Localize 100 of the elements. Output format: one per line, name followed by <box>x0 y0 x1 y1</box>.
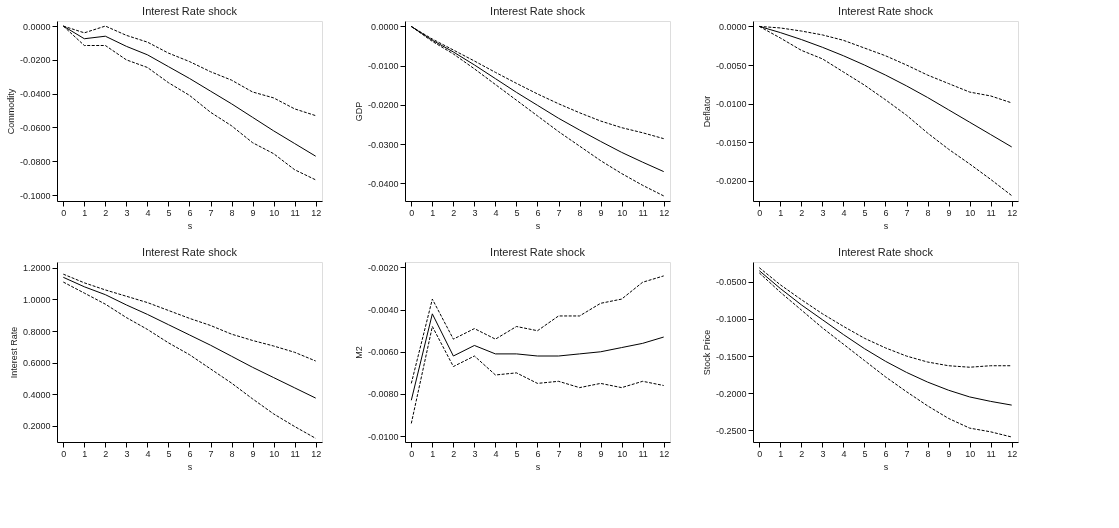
x-tick-label: 2 <box>799 448 805 459</box>
y-tick-label: -0.0200 <box>367 100 399 111</box>
x-tick-label: 0 <box>757 207 763 218</box>
x-tick-label: 3 <box>124 448 130 459</box>
x-tick-label: 6 <box>535 448 541 459</box>
x-tick-label: 11 <box>638 448 648 459</box>
x-tick-label: 5 <box>514 448 520 459</box>
x-tick-label: 9 <box>250 207 256 218</box>
x-tick-label: 10 <box>965 448 976 459</box>
y-tick-label: -0.1000 <box>715 314 747 325</box>
x-tick-label: 2 <box>451 448 457 459</box>
x-tick-label: 2 <box>103 207 109 218</box>
x-tick-label: 3 <box>472 448 478 459</box>
y-axis-title: Stock Price <box>701 329 712 376</box>
x-tick-label: 3 <box>820 207 826 218</box>
x-tick-label: 2 <box>103 448 109 459</box>
y-tick-label: -0.0800 <box>19 156 51 167</box>
x-axis-title: s <box>187 461 193 472</box>
line-series <box>410 275 665 384</box>
x-tick-label: 6 <box>883 448 889 459</box>
x-tick-label: 7 <box>556 207 562 218</box>
y-tick-label: 0.8000 <box>22 326 51 337</box>
x-tick-label: 12 <box>311 207 322 218</box>
x-tick-label: 3 <box>124 207 130 218</box>
x-tick-label: 5 <box>862 207 868 218</box>
y-tick-label: 0.0000 <box>22 21 51 32</box>
x-tick-label: 6 <box>187 448 193 459</box>
y-tick-label: -0.1500 <box>715 351 747 362</box>
x-tick-label: 0 <box>61 448 67 459</box>
x-axis-title: s <box>883 461 889 472</box>
y-tick-label: 0.2000 <box>22 421 51 432</box>
x-tick-label: 1 <box>82 448 88 459</box>
y-tick-label: -0.0100 <box>367 431 399 442</box>
x-tick-label: 2 <box>799 207 805 218</box>
y-tick-label: -0.0100 <box>715 99 747 110</box>
x-tick-label: 7 <box>904 448 910 459</box>
x-tick-label: 8 <box>577 207 583 218</box>
x-tick-label: 1 <box>778 207 784 218</box>
y-tick-label: -0.2000 <box>715 388 747 399</box>
x-tick-label: 5 <box>514 207 520 218</box>
y-tick-label: 0.0000 <box>718 21 747 32</box>
x-tick-label: 9 <box>598 207 604 218</box>
x-tick-label: 6 <box>883 207 889 218</box>
chart-title: Interest Rate shock <box>838 246 934 258</box>
x-tick-label: 5 <box>862 448 868 459</box>
x-tick-label: 11 <box>290 448 300 459</box>
x-axis-title: s <box>187 220 193 231</box>
y-tick-label: -0.0050 <box>715 60 747 71</box>
x-tick-label: 4 <box>145 207 151 218</box>
x-tick-label: 12 <box>1007 448 1018 459</box>
x-tick-label: 4 <box>841 448 847 459</box>
y-tick-label: -0.0060 <box>367 347 399 358</box>
x-tick-label: 8 <box>229 207 235 218</box>
y-axis-title: M2 <box>353 346 364 359</box>
y-axis-title: Interest Rate <box>8 326 19 379</box>
chart-title: Interest Rate shock <box>142 5 238 17</box>
x-tick-label: 10 <box>269 207 280 218</box>
x-tick-label: 4 <box>145 448 151 459</box>
y-tick-label: -0.0300 <box>367 139 399 150</box>
x-tick-label: 10 <box>965 207 976 218</box>
x-tick-label: 6 <box>535 207 541 218</box>
x-tick-label: 3 <box>820 448 826 459</box>
x-tick-label: 7 <box>556 448 562 459</box>
x-tick-label: 8 <box>229 448 235 459</box>
x-tick-label: 4 <box>493 448 499 459</box>
x-tick-label: 7 <box>904 207 910 218</box>
y-tick-label: -0.1000 <box>19 190 51 201</box>
x-tick-label: 9 <box>598 448 604 459</box>
x-tick-label: 8 <box>925 207 931 218</box>
chart-title: Interest Rate shock <box>838 5 934 17</box>
x-tick-label: 1 <box>430 448 436 459</box>
x-tick-label: 11 <box>986 207 996 218</box>
x-tick-label: 10 <box>269 448 280 459</box>
y-tick-label: 1.0000 <box>22 294 51 305</box>
x-tick-label: 12 <box>1007 207 1018 218</box>
x-tick-label: 8 <box>577 448 583 459</box>
line-series <box>62 281 317 439</box>
y-tick-label: -0.0400 <box>367 178 399 189</box>
line-series <box>62 276 317 399</box>
x-tick-label: 10 <box>617 207 628 218</box>
y-tick-label: -0.0150 <box>715 137 747 148</box>
x-tick-label: 4 <box>493 207 499 218</box>
x-axis-title: s <box>883 220 889 231</box>
x-tick-label: 9 <box>946 207 952 218</box>
line-series <box>410 326 665 424</box>
x-tick-label: 9 <box>250 448 256 459</box>
y-tick-label: 0.6000 <box>22 358 51 369</box>
x-tick-label: 8 <box>925 448 931 459</box>
x-tick-label: 2 <box>451 207 457 218</box>
line-series <box>410 313 665 401</box>
y-tick-label: -0.0200 <box>19 55 51 66</box>
x-tick-label: 11 <box>638 207 648 218</box>
y-tick-label: -0.0080 <box>367 389 399 400</box>
y-tick-label: -0.0200 <box>715 176 747 187</box>
y-tick-label: 0.4000 <box>22 389 51 400</box>
x-tick-label: 1 <box>430 207 436 218</box>
x-tick-label: 12 <box>659 448 670 459</box>
chart-title: Interest Rate shock <box>490 5 586 17</box>
x-tick-label: 6 <box>187 207 193 218</box>
y-tick-label: 0.0000 <box>370 21 399 32</box>
